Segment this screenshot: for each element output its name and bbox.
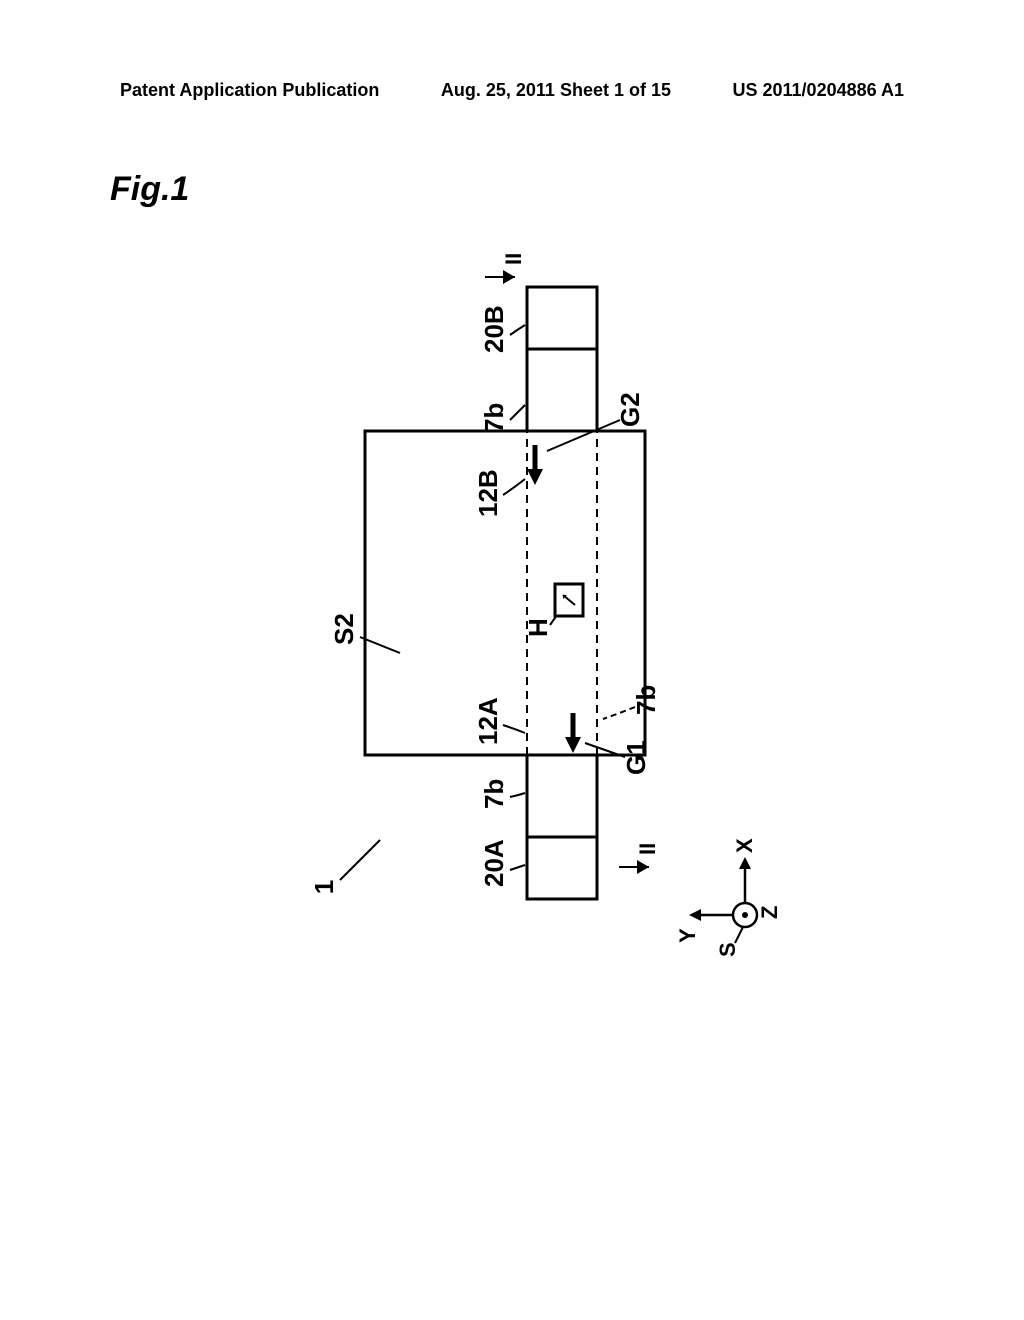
svg-text:G1: G1: [621, 740, 651, 775]
figure-container: Fig.1 1 S2 20A: [100, 170, 920, 1170]
svg-text:G2: G2: [615, 392, 645, 427]
header-left: Patent Application Publication: [120, 80, 379, 101]
svg-text:7b: 7b: [631, 685, 661, 715]
figure-label: Fig.1: [110, 170, 189, 209]
svg-text:S: S: [715, 942, 740, 957]
svg-text:II: II: [501, 253, 526, 265]
svg-text:7b: 7b: [479, 403, 509, 433]
svg-text:20B: 20B: [479, 305, 509, 353]
svg-text:12A: 12A: [473, 697, 503, 745]
svg-text:S2: S2: [329, 613, 359, 645]
svg-text:H: H: [523, 618, 553, 637]
header-right: US 2011/0204886 A1: [733, 80, 904, 101]
svg-text:7b: 7b: [479, 779, 509, 809]
header-center: Aug. 25, 2011 Sheet 1 of 15: [441, 80, 671, 101]
technical-diagram: 1 S2 20A 7b 12A H 12B 7b 20B G1 7b: [185, 195, 835, 1015]
svg-text:Z: Z: [757, 906, 782, 919]
svg-text:20A: 20A: [479, 839, 509, 887]
svg-text:1: 1: [309, 880, 339, 894]
svg-text:X: X: [732, 838, 757, 853]
svg-text:II: II: [635, 843, 660, 855]
svg-text:12B: 12B: [473, 469, 503, 517]
svg-text:Y: Y: [675, 928, 700, 943]
